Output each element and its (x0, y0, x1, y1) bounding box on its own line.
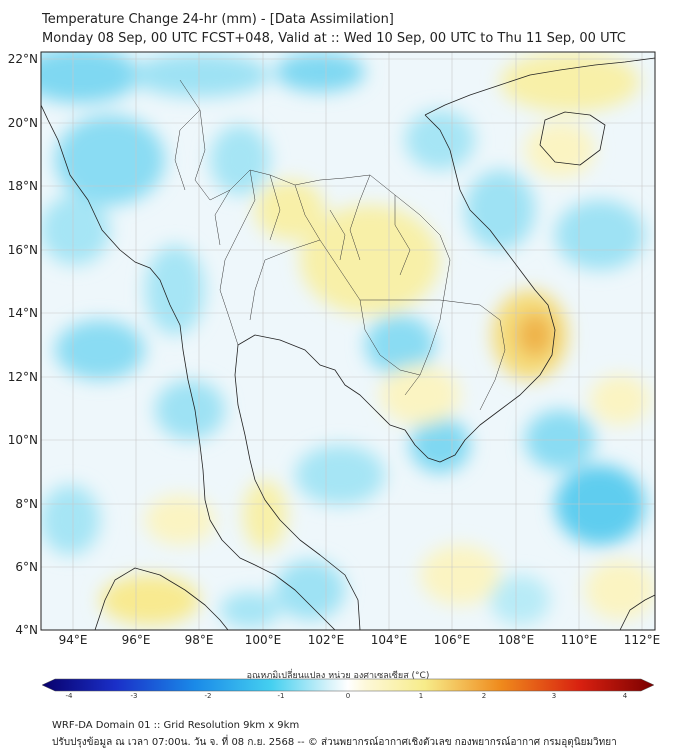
lon-label-110e: 110°E (560, 633, 598, 647)
temperature-field (41, 52, 655, 630)
colorbar-tick: 1 (418, 692, 424, 700)
colorbar-tick: -1 (277, 692, 285, 700)
lat-label-22n: 22°N (7, 52, 38, 66)
lat-label-8n: 8°N (15, 497, 38, 511)
map-subtitle: Monday 08 Sep, 00 UTC FCST+048, Valid at… (42, 31, 626, 46)
lon-label-104e: 104°E (370, 633, 408, 647)
colorbar-ramp (41, 678, 655, 692)
lon-label-98e: 98°E (184, 633, 214, 647)
lon-label-100e: 100°E (244, 633, 282, 647)
lat-label-6n: 6°N (15, 560, 38, 574)
lon-label-112e: 112°E (623, 633, 661, 647)
lat-label-20n: 20°N (7, 116, 38, 130)
lon-label-94e: 94°E (58, 633, 88, 647)
colorbar-title: อุณหภูมิเปลี่ยนแปลง หน่วย องศาเซลเซียส (… (246, 671, 430, 681)
colorbar-tick: 3 (551, 692, 557, 700)
lon-label-108e: 108°E (497, 633, 535, 647)
lat-label-16n: 16°N (7, 243, 38, 257)
colorbar-tick: 4 (622, 692, 628, 700)
lat-label-10n: 10°N (7, 433, 38, 447)
footer-model-info: WRF-DA Domain 01 :: Grid Resolution 9km … (52, 720, 300, 731)
lon-label-102e: 102°E (307, 633, 345, 647)
colorbar-tick: 2 (481, 692, 487, 700)
lat-label-4n: 4°N (15, 623, 38, 637)
lat-label-18n: 18°N (7, 179, 38, 193)
footer-credit: ปรับปรุงข้อมูล ณ เวลา 07:00น. วัน จ. ที่… (52, 737, 617, 748)
map-frame (40, 51, 656, 631)
map-title: Temperature Change 24-hr (mm) - [Data As… (42, 12, 394, 27)
lat-label-12n: 12°N (7, 370, 38, 384)
colorbar-tick: -2 (204, 692, 212, 700)
colorbar-tick: 0 (345, 692, 351, 700)
graticule (41, 52, 655, 630)
coastlines-and-borders (41, 57, 655, 630)
lon-label-96e: 96°E (121, 633, 151, 647)
colorbar (41, 678, 655, 692)
province-boundaries (174, 79, 506, 411)
colorbar-tick: -3 (130, 692, 138, 700)
lat-label-14n: 14°N (7, 306, 38, 320)
colorbar-tick: -4 (65, 692, 73, 700)
lon-label-106e: 106°E (433, 633, 471, 647)
